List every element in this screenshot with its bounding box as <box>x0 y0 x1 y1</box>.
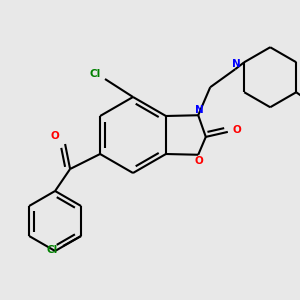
Text: N: N <box>232 59 241 69</box>
Text: O: O <box>195 156 204 166</box>
Text: O: O <box>51 131 59 141</box>
Text: Cl: Cl <box>89 69 100 79</box>
Text: N: N <box>195 105 204 115</box>
Text: Cl: Cl <box>46 245 58 255</box>
Text: O: O <box>232 125 241 135</box>
